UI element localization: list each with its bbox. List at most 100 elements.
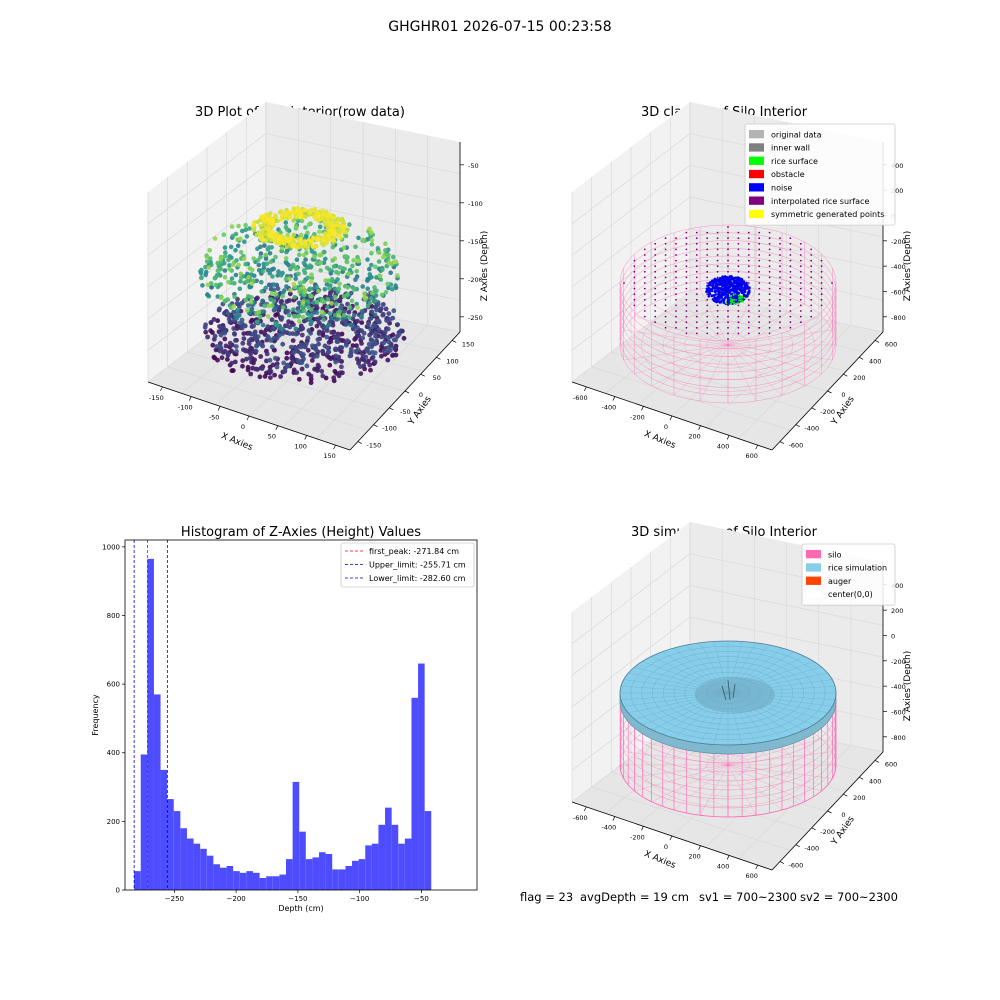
data-point [206,265,211,270]
data-point [373,293,379,298]
interpolated-point [810,287,813,290]
z-tick-label: -800 [891,314,906,322]
data-point [268,259,274,265]
data-point [260,298,265,304]
interpolated-point [685,237,688,240]
data-point [217,324,222,329]
data-point [326,340,332,345]
interpolated-point [799,315,802,318]
interpolated-point [706,310,709,312]
data-point [222,253,228,259]
silo-spoke [727,344,822,375]
data-point [401,335,407,341]
data-point [336,313,341,318]
interpolated-point [768,276,771,279]
data-point [288,236,293,241]
rice-surface-point [743,296,746,300]
interpolated-point [810,248,813,251]
data-point [314,261,320,266]
noise-point [745,281,748,285]
data-point [282,368,287,374]
interpolated-point [716,254,719,256]
data-point [324,334,330,340]
y-tick-label: -150 [366,442,381,450]
data-point [279,315,285,321]
data-point [285,239,291,244]
interpolated-point [758,282,761,284]
interpolated-point [810,276,813,279]
interpolated-point [716,315,719,318]
data-point [386,260,392,266]
data-point [350,343,356,348]
data-point [319,368,325,374]
y-tick-label: 150 [462,340,474,348]
data-point [369,262,374,268]
interpolated-point [706,242,709,245]
data-point [314,284,320,290]
y-tick-label: 200 [107,818,120,826]
data-point [341,245,347,251]
simulation-legend-label: auger [828,577,852,586]
interpolated-point [675,248,677,251]
rice-surface-point [732,298,736,301]
rice-surface-point [729,294,733,298]
interpolated-point [716,326,719,329]
data-point [320,238,326,243]
data-point [358,371,364,376]
x-tick-label: −50 [414,895,429,903]
interpolated-point [695,332,698,335]
data-point [312,254,317,260]
y-tick-label: -200 [820,828,835,836]
interpolated-point [789,298,792,301]
data-point [359,341,364,346]
rice-surface-point [738,297,741,300]
data-point [321,260,327,266]
histogram-bar [424,811,432,890]
interpolated-point [695,293,698,296]
data-point [285,227,290,232]
footer-sv1: sv1 = 700~2300 [699,890,797,904]
interpolated-point [768,310,771,312]
rice-surface-point [739,296,743,299]
data-point [288,215,293,220]
histogram-bar [167,799,174,890]
data-point [323,232,328,237]
data-point [306,328,312,333]
data-point [222,298,228,304]
data-point [267,271,273,276]
histogram-bar [338,869,346,890]
x-tick-label: 400 [717,442,729,450]
grid-line [147,165,267,256]
data-point [334,301,339,307]
noise-point [721,289,725,292]
noise-point [735,296,739,300]
interpolated-point [706,326,709,329]
y-tick [827,390,832,394]
data-point [264,351,270,357]
data-point [359,313,364,319]
histogram-bar [391,824,399,890]
data-point [261,219,267,224]
interpolated-point [727,326,729,329]
noise-point [715,279,718,283]
data-point [245,303,251,308]
data-point [269,229,274,234]
x-tick-label: 600 [746,452,758,460]
x-tick [641,406,644,411]
silo-spoke [727,764,783,811]
data-point [270,326,276,332]
interpolated-point [768,298,771,301]
classify-legend-label: rice surface [771,157,818,166]
data-point [348,322,353,328]
histogram-bar [358,859,366,890]
data-point [272,307,278,312]
data-point [225,311,231,316]
data-point [327,212,332,217]
data-point [351,258,356,263]
interpolated-point [664,248,667,251]
data-point [222,245,228,250]
rice-surface-point [725,302,728,305]
interpolated-point [758,270,761,273]
silo-spoke [727,344,833,361]
interpolated-point [633,304,636,307]
